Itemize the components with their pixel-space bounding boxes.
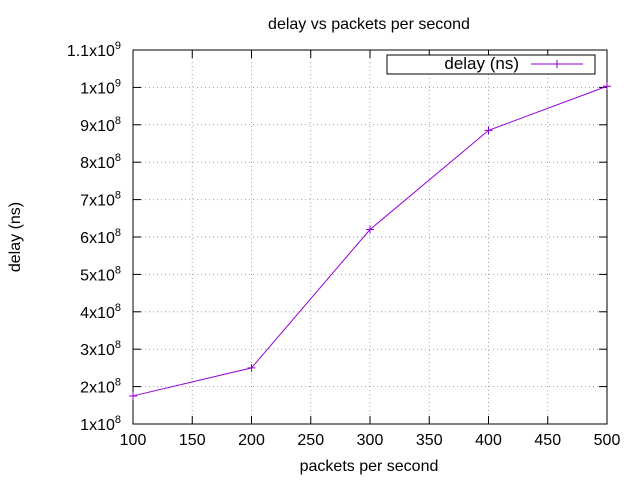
y-tick-label: 5x108	[80, 264, 121, 284]
legend: delay (ns)	[386, 54, 596, 75]
x-tick-label: 450	[534, 432, 561, 449]
x-axis-label: packets per second	[300, 458, 439, 475]
x-tick-label: 150	[179, 432, 206, 449]
grid-lines	[133, 50, 607, 424]
data-point-marker	[603, 82, 611, 91]
y-tick-label: 1x108	[80, 414, 121, 434]
y-axis-label: delay (ns)	[7, 202, 24, 272]
y-tick-label: 1x109	[80, 77, 121, 97]
x-tick-label: 100	[120, 432, 147, 449]
x-tick-label: 400	[475, 432, 502, 449]
x-tick-label: 350	[416, 432, 443, 449]
data-point-marker	[129, 391, 137, 400]
x-tick-label: 250	[297, 432, 324, 449]
y-tick-label: 1.1x109	[67, 40, 121, 60]
chart-title: delay vs packets per second	[268, 16, 470, 33]
series-layer	[129, 82, 611, 400]
legend-marker	[553, 60, 561, 68]
axis-ticks: 100 150 200 250 300 350 400 450 500 1x108 2x108 3x1…	[67, 40, 621, 449]
y-tick-label: 8x108	[80, 152, 121, 172]
y-tick-label: 2x108	[80, 377, 121, 397]
data-point-marker	[247, 363, 256, 372]
x-tick-label: 500	[594, 432, 621, 449]
x-tick-label: 300	[357, 432, 384, 449]
data-point-marker	[484, 126, 493, 135]
y-tick-label: 6x108	[80, 227, 121, 247]
y-tick-label: 7x108	[80, 190, 121, 210]
y-tick-label: 9x108	[80, 115, 121, 135]
x-tick-label: 200	[238, 432, 265, 449]
data-point-marker	[366, 225, 374, 234]
y-tick-label: 4x108	[80, 302, 121, 322]
y-tick-label: 3x108	[80, 339, 121, 359]
legend-box	[386, 54, 596, 75]
legend-label: delay (ns)	[444, 54, 519, 73]
